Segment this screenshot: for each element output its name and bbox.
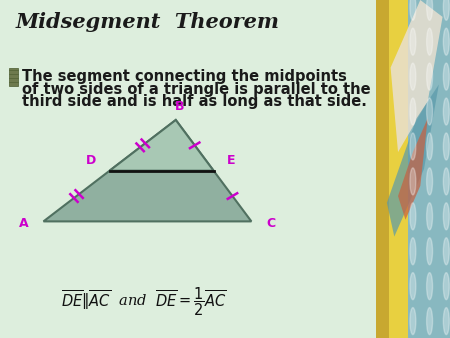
Polygon shape [398, 118, 428, 220]
Circle shape [443, 203, 449, 230]
Circle shape [410, 133, 416, 160]
Bar [9, 68, 18, 86]
Bar [376, 0, 389, 338]
Polygon shape [391, 0, 442, 152]
Polygon shape [110, 120, 214, 171]
Circle shape [410, 0, 416, 20]
Circle shape [427, 238, 432, 265]
Polygon shape [387, 84, 439, 237]
Circle shape [410, 63, 416, 90]
Circle shape [443, 0, 449, 20]
Circle shape [427, 308, 432, 335]
Text: $\overline{DE}\|\overline{AC}$  and  $\overline{DE}=\dfrac{1}{2}\overline{AC}$: $\overline{DE}\|\overline{AC}$ and $\ove… [61, 285, 227, 318]
Circle shape [427, 273, 432, 300]
Text: The segment connecting the midpoints: The segment connecting the midpoints [22, 69, 347, 84]
Circle shape [427, 28, 432, 55]
Circle shape [410, 28, 416, 55]
Circle shape [410, 98, 416, 125]
Circle shape [427, 133, 432, 160]
Circle shape [443, 28, 449, 55]
Circle shape [427, 0, 432, 20]
Circle shape [443, 273, 449, 300]
Circle shape [427, 98, 432, 125]
Bar [389, 0, 408, 338]
Text: C: C [266, 217, 275, 230]
Text: of two sides of a triangle is parallel to the: of two sides of a triangle is parallel t… [22, 82, 370, 97]
Circle shape [427, 63, 432, 90]
Text: A: A [19, 217, 28, 230]
Polygon shape [44, 120, 252, 221]
Circle shape [443, 308, 449, 335]
Circle shape [427, 203, 432, 230]
Circle shape [443, 133, 449, 160]
Circle shape [443, 168, 449, 195]
Circle shape [410, 168, 416, 195]
Circle shape [427, 168, 432, 195]
Bar [408, 0, 450, 338]
Circle shape [410, 273, 416, 300]
Text: Midsegment  Theorem: Midsegment Theorem [15, 12, 279, 32]
Circle shape [443, 98, 449, 125]
Text: B: B [175, 100, 184, 113]
Circle shape [443, 238, 449, 265]
Text: third side and is half as long as that side.: third side and is half as long as that s… [22, 94, 367, 109]
Text: D: D [86, 154, 96, 167]
Circle shape [410, 203, 416, 230]
Text: E: E [227, 154, 235, 167]
Circle shape [410, 238, 416, 265]
Circle shape [443, 63, 449, 90]
Circle shape [410, 308, 416, 335]
